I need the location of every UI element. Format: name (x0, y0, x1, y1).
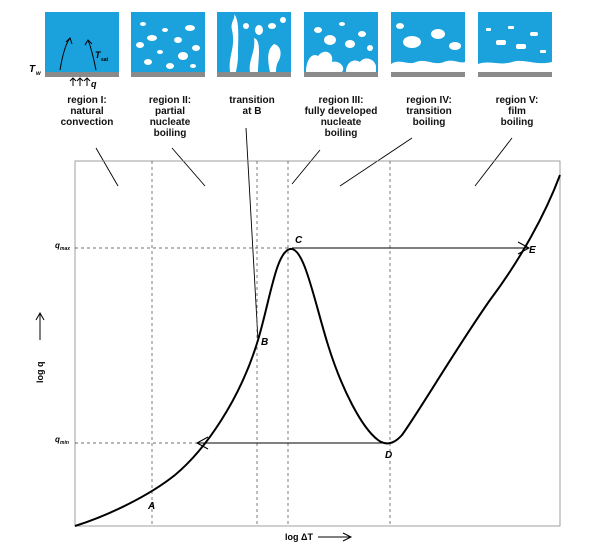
qmax-subscript: max (60, 246, 70, 252)
boiling-curve (74, 174, 561, 527)
point-a-label: A (147, 501, 155, 512)
qmax-tick: q (55, 241, 60, 250)
region-1-label: region I: natural convection (60, 95, 114, 128)
tw-symbol: T (29, 64, 36, 75)
point-d-label: D (385, 450, 392, 461)
x-axis-arrow (318, 532, 353, 542)
point-c-label: C (295, 235, 303, 246)
point-b-label: B (261, 337, 268, 348)
plot-frame (74, 160, 561, 527)
y-axis-label: log q (35, 362, 45, 384)
y-axis-arrow (35, 311, 45, 340)
region-2-label: region II: partial nucleate boiling (148, 95, 192, 139)
thumb-fully-developed (304, 12, 378, 77)
leader-lines (95, 127, 513, 341)
q-symbol: q (91, 79, 97, 89)
qmin-tick: q (55, 435, 60, 444)
region-5-label: region V: film boiling (495, 95, 539, 128)
tsat-symbol: T (95, 50, 102, 60)
transition-b-label: transition at B (229, 95, 275, 117)
thumb-transition-b (217, 12, 291, 77)
thumb-transition-boiling (391, 12, 465, 77)
tsat-subscript: sat (101, 57, 109, 63)
tw-subscript: w (36, 71, 41, 77)
guide-lines (75, 161, 391, 526)
point-e-label: E (529, 245, 536, 256)
region-3-label: region III: fully developed nucleate boi… (304, 95, 378, 139)
region-4-label: region IV: transition boiling (406, 95, 452, 128)
thumb-natural-convection: T sat T w q (29, 12, 119, 89)
thumb-film-boiling (478, 12, 552, 77)
qmin-subscript: min (60, 440, 69, 446)
hysteresis-arrows (195, 241, 531, 450)
thumb-partial-nucleate (131, 12, 205, 77)
x-axis-label: log ΔT (285, 532, 313, 542)
